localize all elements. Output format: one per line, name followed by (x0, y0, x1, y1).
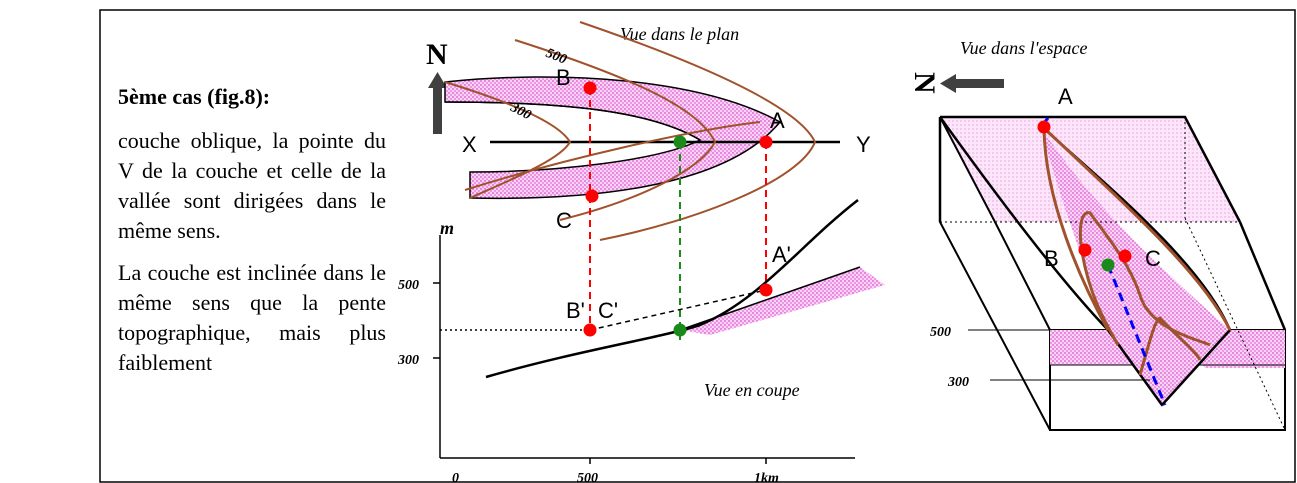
topography-profile (485, 199, 859, 379)
contour-upper (579, 21, 817, 241)
point-bc-prime (583, 323, 597, 337)
point-c-prime-label: C' (598, 298, 618, 323)
point-b-prime-label: B' (566, 298, 585, 323)
north-label-plan: N (426, 38, 448, 71)
space-point-a (1037, 120, 1051, 134)
contour-inner (464, 121, 761, 191)
space-view-caption: Vue dans l'espace (960, 38, 1087, 58)
space-contour-b (1080, 251, 1120, 346)
explanation-paragraph-1: couche oblique, la pointe du V de la cou… (118, 128, 386, 243)
north-arrow-plan: N (426, 38, 448, 134)
point-c-label: C (556, 208, 572, 233)
point-a-prime (759, 283, 773, 297)
space-point-a-label: A (1058, 84, 1073, 109)
point-a-label: A (770, 108, 785, 133)
space-level-500: 500 (930, 325, 951, 340)
explanation-paragraph-2: La couche est inclinée dans le même sens… (118, 260, 386, 375)
outer-frame (99, 9, 1296, 483)
space-contour-inner (1138, 316, 1202, 376)
layer-band-section (680, 267, 885, 335)
space-point-b (1078, 243, 1092, 257)
case-heading: 5ème cas (fig.8): (118, 84, 271, 109)
layer-inner-v (444, 101, 701, 141)
plan-view: Vue dans le plan N X Y 500 300 B A C (426, 21, 871, 241)
space-contour-outer (1042, 126, 1232, 331)
section-y-axis-label: m (440, 218, 454, 238)
section-view-caption: Vue en coupe (704, 380, 800, 400)
space-view: Vue dans l'espace N (908, 38, 1287, 431)
front-layer-strip-right (1198, 330, 1285, 368)
section-y-tick-500: 500 (398, 278, 419, 293)
section-y-tick-300: 300 (397, 353, 419, 368)
point-a-prime-label: A' (772, 242, 791, 267)
contour-500 (514, 39, 717, 221)
point-c (585, 189, 599, 203)
section-view: m 500 300 0 500 1km A' B' C' Vue en coup… (397, 199, 885, 483)
contour-300 (444, 81, 572, 199)
space-point-c (1118, 249, 1132, 263)
point-b-label: B (556, 65, 571, 90)
section-x-tick-1km: 1km (754, 471, 779, 483)
valley-left-slope (938, 116, 1109, 331)
space-point-c-label: C (1145, 246, 1161, 271)
section-x-tick-0: 0 (452, 471, 459, 483)
blue-dashed-fall (1106, 264, 1167, 406)
plan-view-caption: Vue dans le plan (620, 24, 739, 44)
point-y-label: Y (856, 132, 871, 157)
north-arrow-space: N (908, 72, 1004, 94)
point-green-section (673, 323, 687, 337)
space-point-b-label: B (1044, 246, 1059, 271)
point-x-label: X (462, 132, 477, 157)
north-label-space: N (908, 72, 941, 94)
contour-label-500: 500 (543, 46, 568, 68)
space-point-green (1101, 258, 1115, 272)
dashed-bc-line (589, 289, 767, 331)
explanation-panel: 5ème cas (fig.8): couche oblique, la poi… (118, 84, 386, 390)
section-x-tick-500: 500 (577, 471, 598, 483)
space-level-300: 300 (947, 375, 969, 390)
